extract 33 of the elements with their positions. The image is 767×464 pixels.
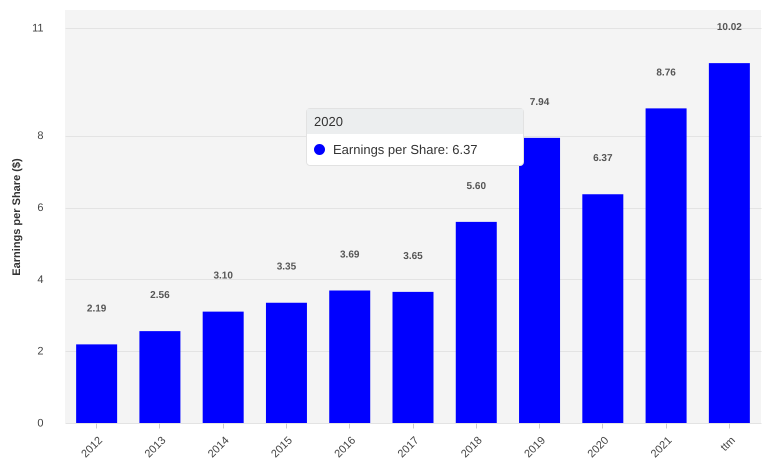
tooltip: 2020 Earnings per Share: 6.37 xyxy=(306,108,524,166)
bar xyxy=(519,138,560,423)
bar xyxy=(646,108,687,423)
y-tick-label: 2 xyxy=(37,346,44,358)
bar xyxy=(708,63,750,423)
y-tick-label: 6 xyxy=(37,202,44,214)
y-tick-label: 8 xyxy=(37,130,44,142)
bar xyxy=(582,194,624,423)
bar xyxy=(329,290,370,423)
y-tick-label: 0 xyxy=(37,418,44,430)
bar xyxy=(76,344,118,423)
data-label: 10.02 xyxy=(716,22,742,34)
y-tick-label: 4 xyxy=(37,274,44,286)
data-label: 2.19 xyxy=(86,303,107,314)
data-label: 3.35 xyxy=(276,262,297,273)
annotation: Earnings per Share: 6.37 xyxy=(333,142,478,157)
bar xyxy=(266,302,307,423)
x-tick-label: ttm xyxy=(718,434,738,454)
y-axis-title: Earnings per Share ($) xyxy=(11,158,24,276)
bar xyxy=(456,222,497,423)
bar xyxy=(202,312,244,423)
data-label: 5.60 xyxy=(466,180,486,192)
data-label: 3.69 xyxy=(340,249,360,260)
data-label: 6.37 xyxy=(593,153,613,164)
bar xyxy=(139,331,180,423)
data-label: 7.94 xyxy=(530,96,550,108)
bar xyxy=(392,292,434,423)
y-tick-label: 11 xyxy=(32,22,44,34)
data-label: 3.65 xyxy=(403,250,424,262)
data-label: 3.10 xyxy=(213,270,234,282)
annotation: 2020 xyxy=(307,109,523,134)
data-label: 2.56 xyxy=(150,290,170,302)
data-label: 8.76 xyxy=(656,67,676,78)
